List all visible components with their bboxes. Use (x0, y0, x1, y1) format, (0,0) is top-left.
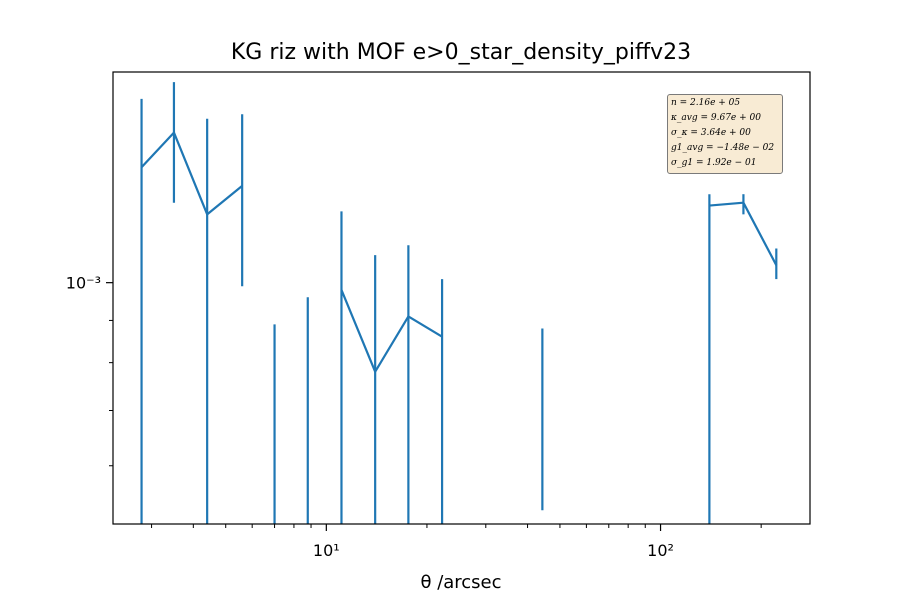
series-line (709, 201, 778, 266)
stats-line-sigma-g1: σ_g1 = 1.92e − 01 (671, 158, 757, 168)
stats-line-sigma-kappa: σ_κ = 3.64e + 00 (671, 128, 751, 138)
series-line (340, 289, 443, 373)
axis-ticks: 10¹ 10² 10⁻³ (66, 274, 762, 560)
series-line (140, 131, 243, 216)
x-axis-label: θ /arcsec (420, 572, 501, 593)
chart-title: KG riz with MOF e>0_star_density_piffv23 (231, 40, 691, 65)
axes-frame (112, 71, 811, 525)
stats-line-g1-avg: g1_avg = −1.48e − 02 (671, 143, 775, 153)
y-tick-label: 10⁻³ (66, 274, 101, 293)
x-tick-label: 10¹ (313, 541, 340, 560)
stats-line-kappa-avg: κ_avg = 9.67e + 00 (671, 113, 761, 123)
plot-area (140, 82, 778, 524)
stats-line-n: n = 2.16e + 05 (671, 98, 741, 108)
stats-annotation-box: n = 2.16e + 05 κ_avg = 9.67e + 00 σ_κ = … (667, 94, 783, 174)
x-tick-label: 10² (647, 541, 674, 560)
